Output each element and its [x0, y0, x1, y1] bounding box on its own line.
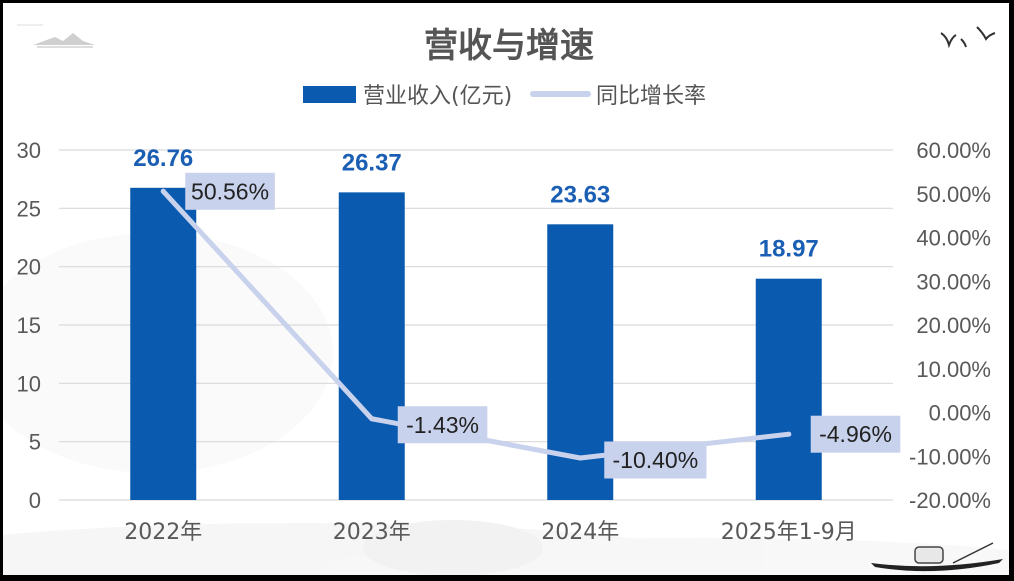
rate-label-box: [604, 441, 707, 479]
legend-bar-label: 营业收入(亿元): [363, 84, 512, 109]
right-tick-label: 10.00%: [916, 357, 991, 382]
bar-data-labels: 26.76 26.37 23.63 18.97: [133, 145, 819, 263]
rate-point: [786, 431, 792, 437]
bar: [130, 187, 197, 501]
rate-label-box: [185, 172, 275, 210]
category-label: 2022年: [124, 520, 202, 545]
legend-bar-swatch: [303, 86, 356, 103]
bar: [755, 278, 822, 500]
bar-data-label: 23.63: [550, 181, 610, 208]
left-axis: 0 5 10 15 20 25 30: [17, 138, 41, 513]
legend: 营业收入(亿元) 同比增长率: [303, 84, 706, 109]
bar-data-label: 26.76: [133, 145, 193, 172]
left-tick-label: 10: [17, 371, 41, 396]
mountain-sketch-icon: [17, 24, 95, 48]
rate-point: [369, 416, 375, 422]
rate-data-label: 50.56%: [191, 178, 269, 204]
rate-label-box: [397, 406, 488, 444]
line-data-labels: 50.56% -1.43% -10.40% -4.96%: [185, 172, 901, 479]
bar-data-label: 26.37: [342, 149, 402, 176]
left-tick-label: 30: [17, 138, 41, 163]
rate-point: [577, 455, 583, 461]
left-tick-label: 15: [17, 313, 41, 338]
left-tick-label: 5: [29, 430, 41, 455]
category-label: 2025年1-9月: [721, 520, 857, 545]
rate-data-label: -1.43%: [406, 412, 479, 438]
right-tick-label: 50.00%: [916, 182, 991, 207]
bar: [338, 192, 405, 500]
right-axis: -20.00% -10.00% 0.00% 10.00% 20.00% 30.00% 40.…: [909, 138, 991, 513]
right-tick-label: 60.00%: [916, 138, 991, 163]
legend-line-label: 同比增长率: [596, 84, 706, 109]
right-tick-label: -10.00%: [909, 444, 991, 469]
chart-svg: 营收与增速 营业收入(亿元) 同比增长率 0 5 10 15 20 25 30 -20.00…: [3, 24, 1009, 575]
left-tick-label: 20: [17, 255, 41, 280]
boat-icon: [871, 542, 1003, 572]
right-tick-label: 0.00%: [929, 401, 991, 426]
category-label: 2024年: [541, 520, 619, 545]
right-tick-label: 40.00%: [916, 226, 991, 251]
rate-point: [160, 188, 166, 194]
left-tick-label: 25: [17, 196, 41, 221]
right-tick-label: -20.00%: [909, 488, 991, 513]
bar-series: [130, 187, 822, 501]
chart-canvas: 营收与增速 营业收入(亿元) 同比增长率 0 5 10 15 20 25 30 -20.00…: [3, 3, 1009, 575]
rate-data-label: -10.40%: [613, 447, 699, 473]
right-tick-label: 30.00%: [916, 269, 991, 294]
category-axis: 2022年 2023年 2024年 2025年1-9月: [124, 520, 856, 545]
right-tick-label: 20.00%: [916, 313, 991, 338]
birds-icon: [940, 26, 996, 49]
left-tick-label: 0: [29, 488, 41, 513]
chart-title: 营收与增速: [424, 26, 594, 66]
bar-data-label: 18.97: [759, 236, 819, 263]
rate-label-box: [810, 415, 901, 453]
rate-data-label: -4.96%: [819, 421, 892, 447]
category-label: 2023年: [333, 520, 411, 545]
